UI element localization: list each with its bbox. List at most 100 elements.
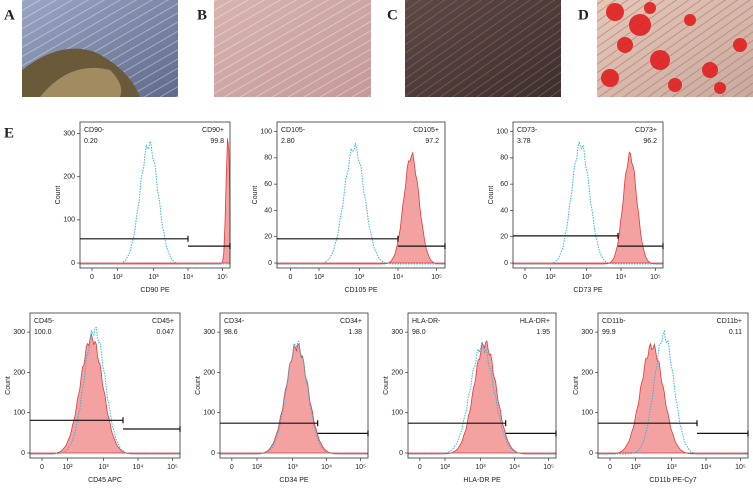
x-tick-label: 10⁴ [393,274,404,281]
y-axis-label: Count [573,376,580,395]
y-tick-label: 60 [264,181,272,188]
positive-gate-value: 1.95 [536,329,550,336]
x-tick-label: 0 [230,464,234,471]
x-tick-label: 10⁴ [183,274,194,281]
x-tick-label: 10³ [98,464,109,471]
y-axis-label: Count [252,186,259,205]
y-tick-label: 200 [203,369,215,376]
y-tick-label: 300 [391,329,403,336]
y-tick-label: 0 [504,260,508,267]
x-tick-label: 0 [608,464,612,471]
panel-label: B [197,7,207,23]
x-tick-label: 10² [545,274,556,281]
panel-label: C [387,7,398,23]
y-tick-label: 200 [13,369,25,376]
x-axis-label: CD105 PE [344,287,377,294]
x-tick-label: 10⁵ [167,464,178,471]
y-tick-label: 0 [399,450,403,457]
x-tick-label: 10³ [666,464,677,471]
positive-gate-name: CD90+ [202,127,224,134]
x-tick-label: 0 [418,464,422,471]
x-tick-label: 10⁴ [321,464,332,471]
y-tick-label: 300 [581,329,593,336]
x-tick-label: 10³ [475,464,486,471]
y-tick-label: 200 [581,369,593,376]
plot-frame [219,312,369,459]
positive-gate-name: CD34+ [340,318,362,325]
positive-gate-value: 0.047 [156,329,174,336]
positive-gate-value: 1.38 [348,329,362,336]
y-tick-label: 0 [21,450,25,457]
x-tick-label: 10² [314,274,325,281]
sample-histogram [219,342,369,455]
control-histogram [30,326,180,455]
plot-frame [79,121,231,269]
sample-histogram [79,138,231,265]
y-tick-label: 200 [391,369,403,376]
x-tick-label: 10⁴ [701,464,712,471]
x-tick-label: 10⁵ [650,274,661,281]
negative-gate-value: 98.0 [412,329,426,336]
y-tick-label: 100 [13,410,25,417]
sample-histogram [512,151,664,265]
photo-c [405,0,561,97]
sample-histogram [597,342,749,455]
x-axis-label: CD45 APC [88,477,122,484]
x-tick-label: 10⁵ [217,274,228,281]
x-tick-label: 10⁵ [735,464,746,471]
x-tick-label: 10⁵ [431,274,442,281]
x-axis-label: CD34 PE [279,477,309,484]
y-tick-label: 300 [63,130,75,137]
y-tick-label: 300 [203,329,215,336]
sample-histogram [276,151,446,265]
negative-gate-value: 98.6 [224,329,238,336]
y-tick-label: 100 [260,128,272,135]
y-tick-label: 100 [496,128,508,135]
negative-gate-value: 99.9 [602,329,616,336]
y-tick-label: 0 [71,260,75,267]
x-tick-label: 10³ [354,274,365,281]
positive-gate-name: CD45+ [152,318,174,325]
y-axis-label: Count [5,376,12,395]
y-tick-label: 20 [264,234,272,241]
y-tick-label: 100 [391,410,403,417]
x-axis-label: CD73 PE [573,287,603,294]
x-tick-label: 10² [440,464,451,471]
negative-gate-value: 100.0 [34,329,52,336]
x-tick-label: 10² [252,464,263,471]
negative-gate-value: 2.80 [281,138,295,145]
y-tick-label: 40 [500,207,508,214]
y-axis-label: Count [383,376,390,395]
x-tick-label: 10⁴ [133,464,144,471]
x-tick-label: 0 [90,274,94,281]
y-tick-label: 200 [63,174,75,181]
positive-gate-name: CD11b+ [717,318,742,325]
positive-gate-name: CD105+ [413,127,439,134]
y-tick-label: 60 [500,181,508,188]
negative-gate-name: CD11b- [602,318,626,325]
negative-gate-name: CD45- [34,318,55,325]
negative-gate-value: 3.78 [517,138,531,145]
plot-frame [29,312,181,459]
x-tick-label: 10³ [581,274,592,281]
x-tick-label: 10³ [287,464,298,471]
plot-frame [512,121,664,269]
positive-gate-name: HLA-DR+ [520,318,550,325]
control-histogram [80,141,230,265]
x-tick-label: 10² [112,274,123,281]
x-axis-label: HLA-DR PE [463,477,501,484]
panel-label: A [4,7,15,23]
x-axis-label: CD11b PE-Cy7 [649,477,696,484]
sample-histogram [29,333,181,455]
negative-gate-name: HLA-DR- [412,318,441,325]
y-tick-label: 300 [13,329,25,336]
panel-label: E [4,125,14,141]
x-tick-label: 10⁵ [543,464,554,471]
y-tick-label: 100 [203,410,215,417]
y-tick-label: 20 [500,234,508,241]
negative-gate-name: CD105- [281,127,306,134]
x-tick-label: 10² [630,464,641,471]
panel-label: D [578,7,589,23]
y-tick-label: 0 [589,450,593,457]
